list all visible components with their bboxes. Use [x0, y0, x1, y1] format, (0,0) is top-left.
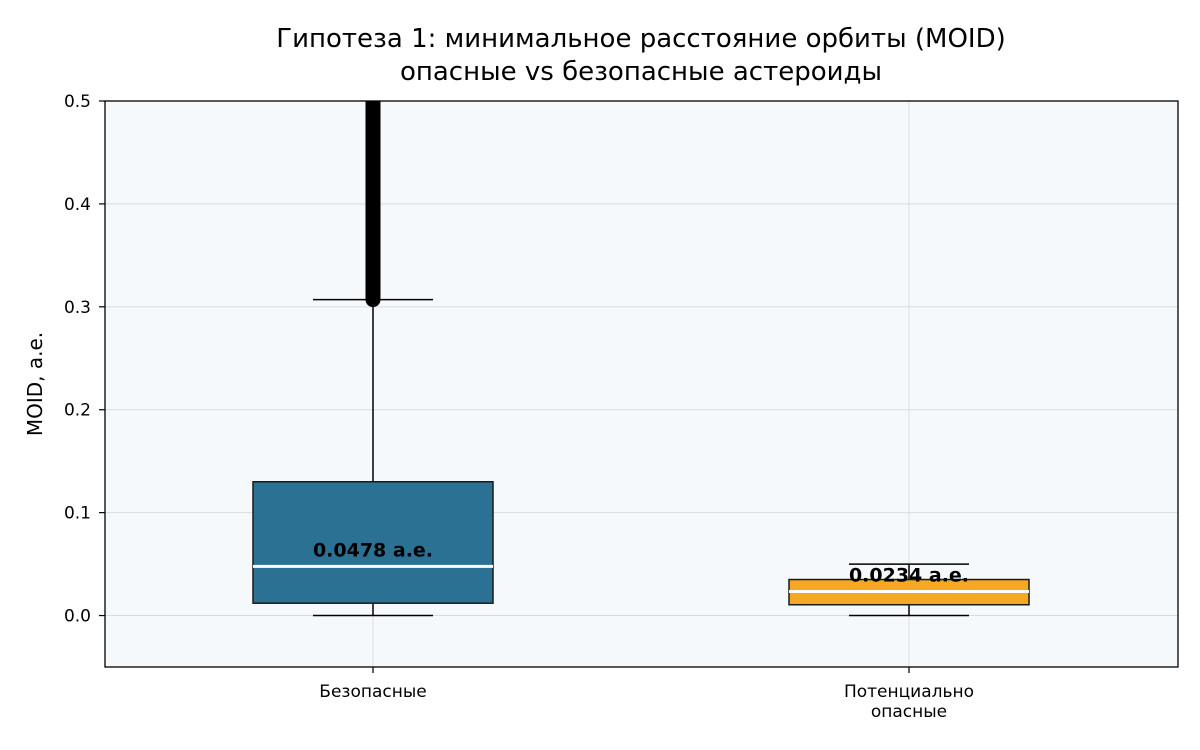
chart-title-line-1: Гипотеза 1: минимальное расстояние орбит…: [276, 24, 1006, 54]
plot-frame: [104, 100, 1179, 668]
axis-layer: 0.0 0.1 0.2 0.3 0.4 0.5 Безопасные Потенциально…: [64, 92, 974, 722]
y-tick-label: 0.3: [64, 298, 91, 318]
x-tick-label: опасные: [871, 702, 947, 722]
iqr-box: [252, 481, 494, 604]
y-tick-label: 0.5: [64, 92, 91, 112]
y-tick-label: 0.2: [64, 401, 91, 421]
y-tick-label: 0.4: [64, 195, 91, 215]
y-axis-label: MOID, а.е.: [23, 332, 47, 436]
y-tick-label: 0.1: [64, 504, 91, 524]
chart-title-line-2: опасные vs безопасные астероиды: [400, 57, 882, 87]
median-value-label: 0.0478 а.е.: [313, 539, 433, 561]
x-tick-label: Потенциально: [844, 682, 974, 702]
y-tick-label: 0.0: [64, 607, 91, 627]
median-value-label: 0.0234 а.е.: [849, 564, 969, 586]
x-tick-label: Безопасные: [319, 682, 426, 702]
box-layer: 0.0478 а.е. 0.0234 а.е.: [252, 101, 1030, 617]
